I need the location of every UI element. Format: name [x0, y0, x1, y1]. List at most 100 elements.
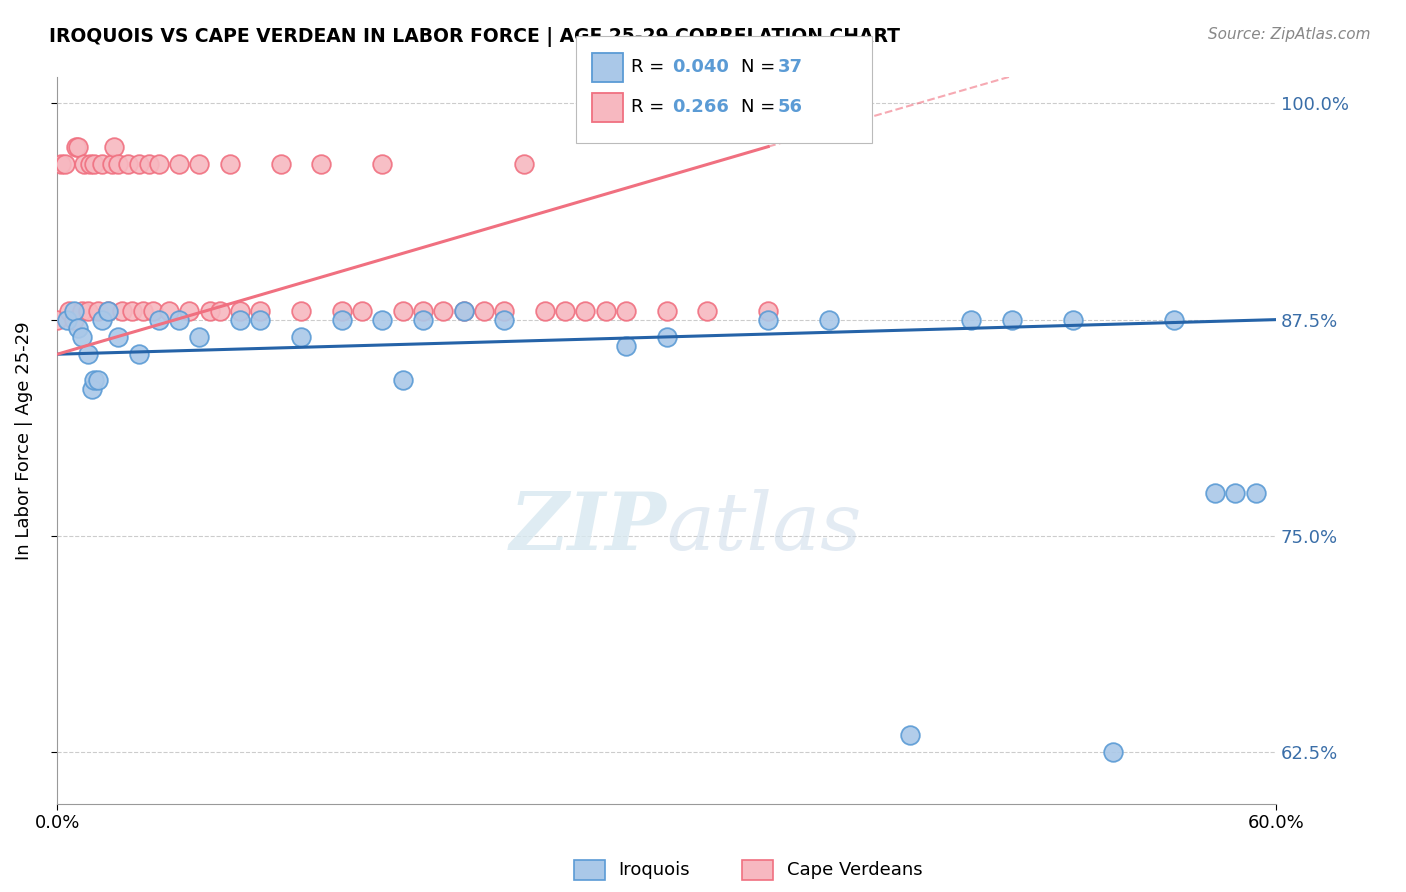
Point [696, 304, 718, 318]
Point [179, 304, 201, 318]
Point [249, 304, 271, 318]
Point [138, 157, 160, 171]
Text: atlas: atlas [666, 489, 862, 566]
Text: 56: 56 [778, 98, 803, 116]
Point [62, 312, 84, 326]
Text: Cape Verdeans: Cape Verdeans [787, 861, 922, 879]
Point [167, 157, 190, 171]
Point [453, 304, 475, 318]
Point [76, 347, 98, 361]
Point [83, 373, 105, 387]
Point [97, 304, 120, 318]
Point [472, 304, 495, 318]
Point [91, 157, 114, 171]
Point [330, 304, 353, 318]
Point [1204, 485, 1226, 500]
Text: R =: R = [631, 58, 671, 76]
Point [513, 157, 536, 171]
Point [91, 312, 114, 326]
Point [412, 304, 434, 318]
Point [188, 330, 211, 344]
Point [655, 304, 678, 318]
Text: N =: N = [741, 58, 780, 76]
Point [131, 304, 153, 318]
Point [107, 330, 129, 344]
Point [1163, 312, 1185, 326]
Point [198, 304, 221, 318]
Point [157, 304, 180, 318]
Point [97, 304, 120, 318]
Text: ZIP: ZIP [510, 489, 666, 566]
Point [62, 304, 84, 318]
Point [87, 373, 110, 387]
Point [290, 330, 312, 344]
Point [554, 304, 576, 318]
Point [56, 312, 79, 326]
Point [87, 304, 110, 318]
Point [290, 304, 312, 318]
Point [898, 728, 921, 742]
Point [66, 321, 89, 335]
Point [70, 304, 93, 318]
Point [188, 157, 211, 171]
Point [101, 157, 124, 171]
Point [311, 157, 333, 171]
Point [614, 338, 637, 352]
Y-axis label: In Labor Force | Age 25-29: In Labor Force | Age 25-29 [15, 321, 32, 560]
Point [142, 304, 165, 318]
Point [80, 382, 103, 396]
Point [453, 304, 475, 318]
Point [55, 157, 77, 171]
Point [533, 304, 555, 318]
Point [391, 304, 413, 318]
Point [208, 304, 231, 318]
Point [229, 304, 252, 318]
Point [128, 347, 150, 361]
Point [960, 312, 983, 326]
Text: 0.266: 0.266 [672, 98, 728, 116]
Point [494, 312, 516, 326]
Point [66, 139, 89, 153]
Point [330, 312, 353, 326]
Point [1102, 745, 1125, 759]
Point [51, 157, 73, 171]
Point [432, 304, 454, 318]
Point [46, 312, 69, 326]
Point [494, 304, 516, 318]
Point [614, 304, 637, 318]
Point [270, 157, 292, 171]
Text: R =: R = [631, 98, 671, 116]
Point [1062, 312, 1084, 326]
Point [167, 312, 190, 326]
Point [65, 139, 87, 153]
Text: 0.040: 0.040 [672, 58, 728, 76]
Point [756, 304, 779, 318]
Point [1244, 485, 1267, 500]
Point [1001, 312, 1024, 326]
Point [111, 304, 134, 318]
Point [58, 304, 80, 318]
Point [76, 304, 98, 318]
Point [229, 312, 252, 326]
Text: Iroquois: Iroquois [619, 861, 690, 879]
Point [103, 139, 125, 153]
Point [574, 304, 596, 318]
Point [371, 312, 394, 326]
Point [121, 304, 143, 318]
Point [391, 373, 413, 387]
Point [117, 157, 139, 171]
Point [107, 157, 129, 171]
Point [1225, 485, 1247, 500]
Point [73, 157, 96, 171]
Point [350, 304, 373, 318]
Text: IROQUOIS VS CAPE VERDEAN IN LABOR FORCE | AGE 25-29 CORRELATION CHART: IROQUOIS VS CAPE VERDEAN IN LABOR FORCE … [49, 27, 900, 46]
Point [83, 157, 105, 171]
Text: N =: N = [741, 98, 780, 116]
Point [70, 330, 93, 344]
Point [818, 312, 841, 326]
Point [219, 157, 242, 171]
Text: Source: ZipAtlas.com: Source: ZipAtlas.com [1208, 27, 1371, 42]
Point [595, 304, 617, 318]
Point [148, 312, 170, 326]
Point [655, 330, 678, 344]
